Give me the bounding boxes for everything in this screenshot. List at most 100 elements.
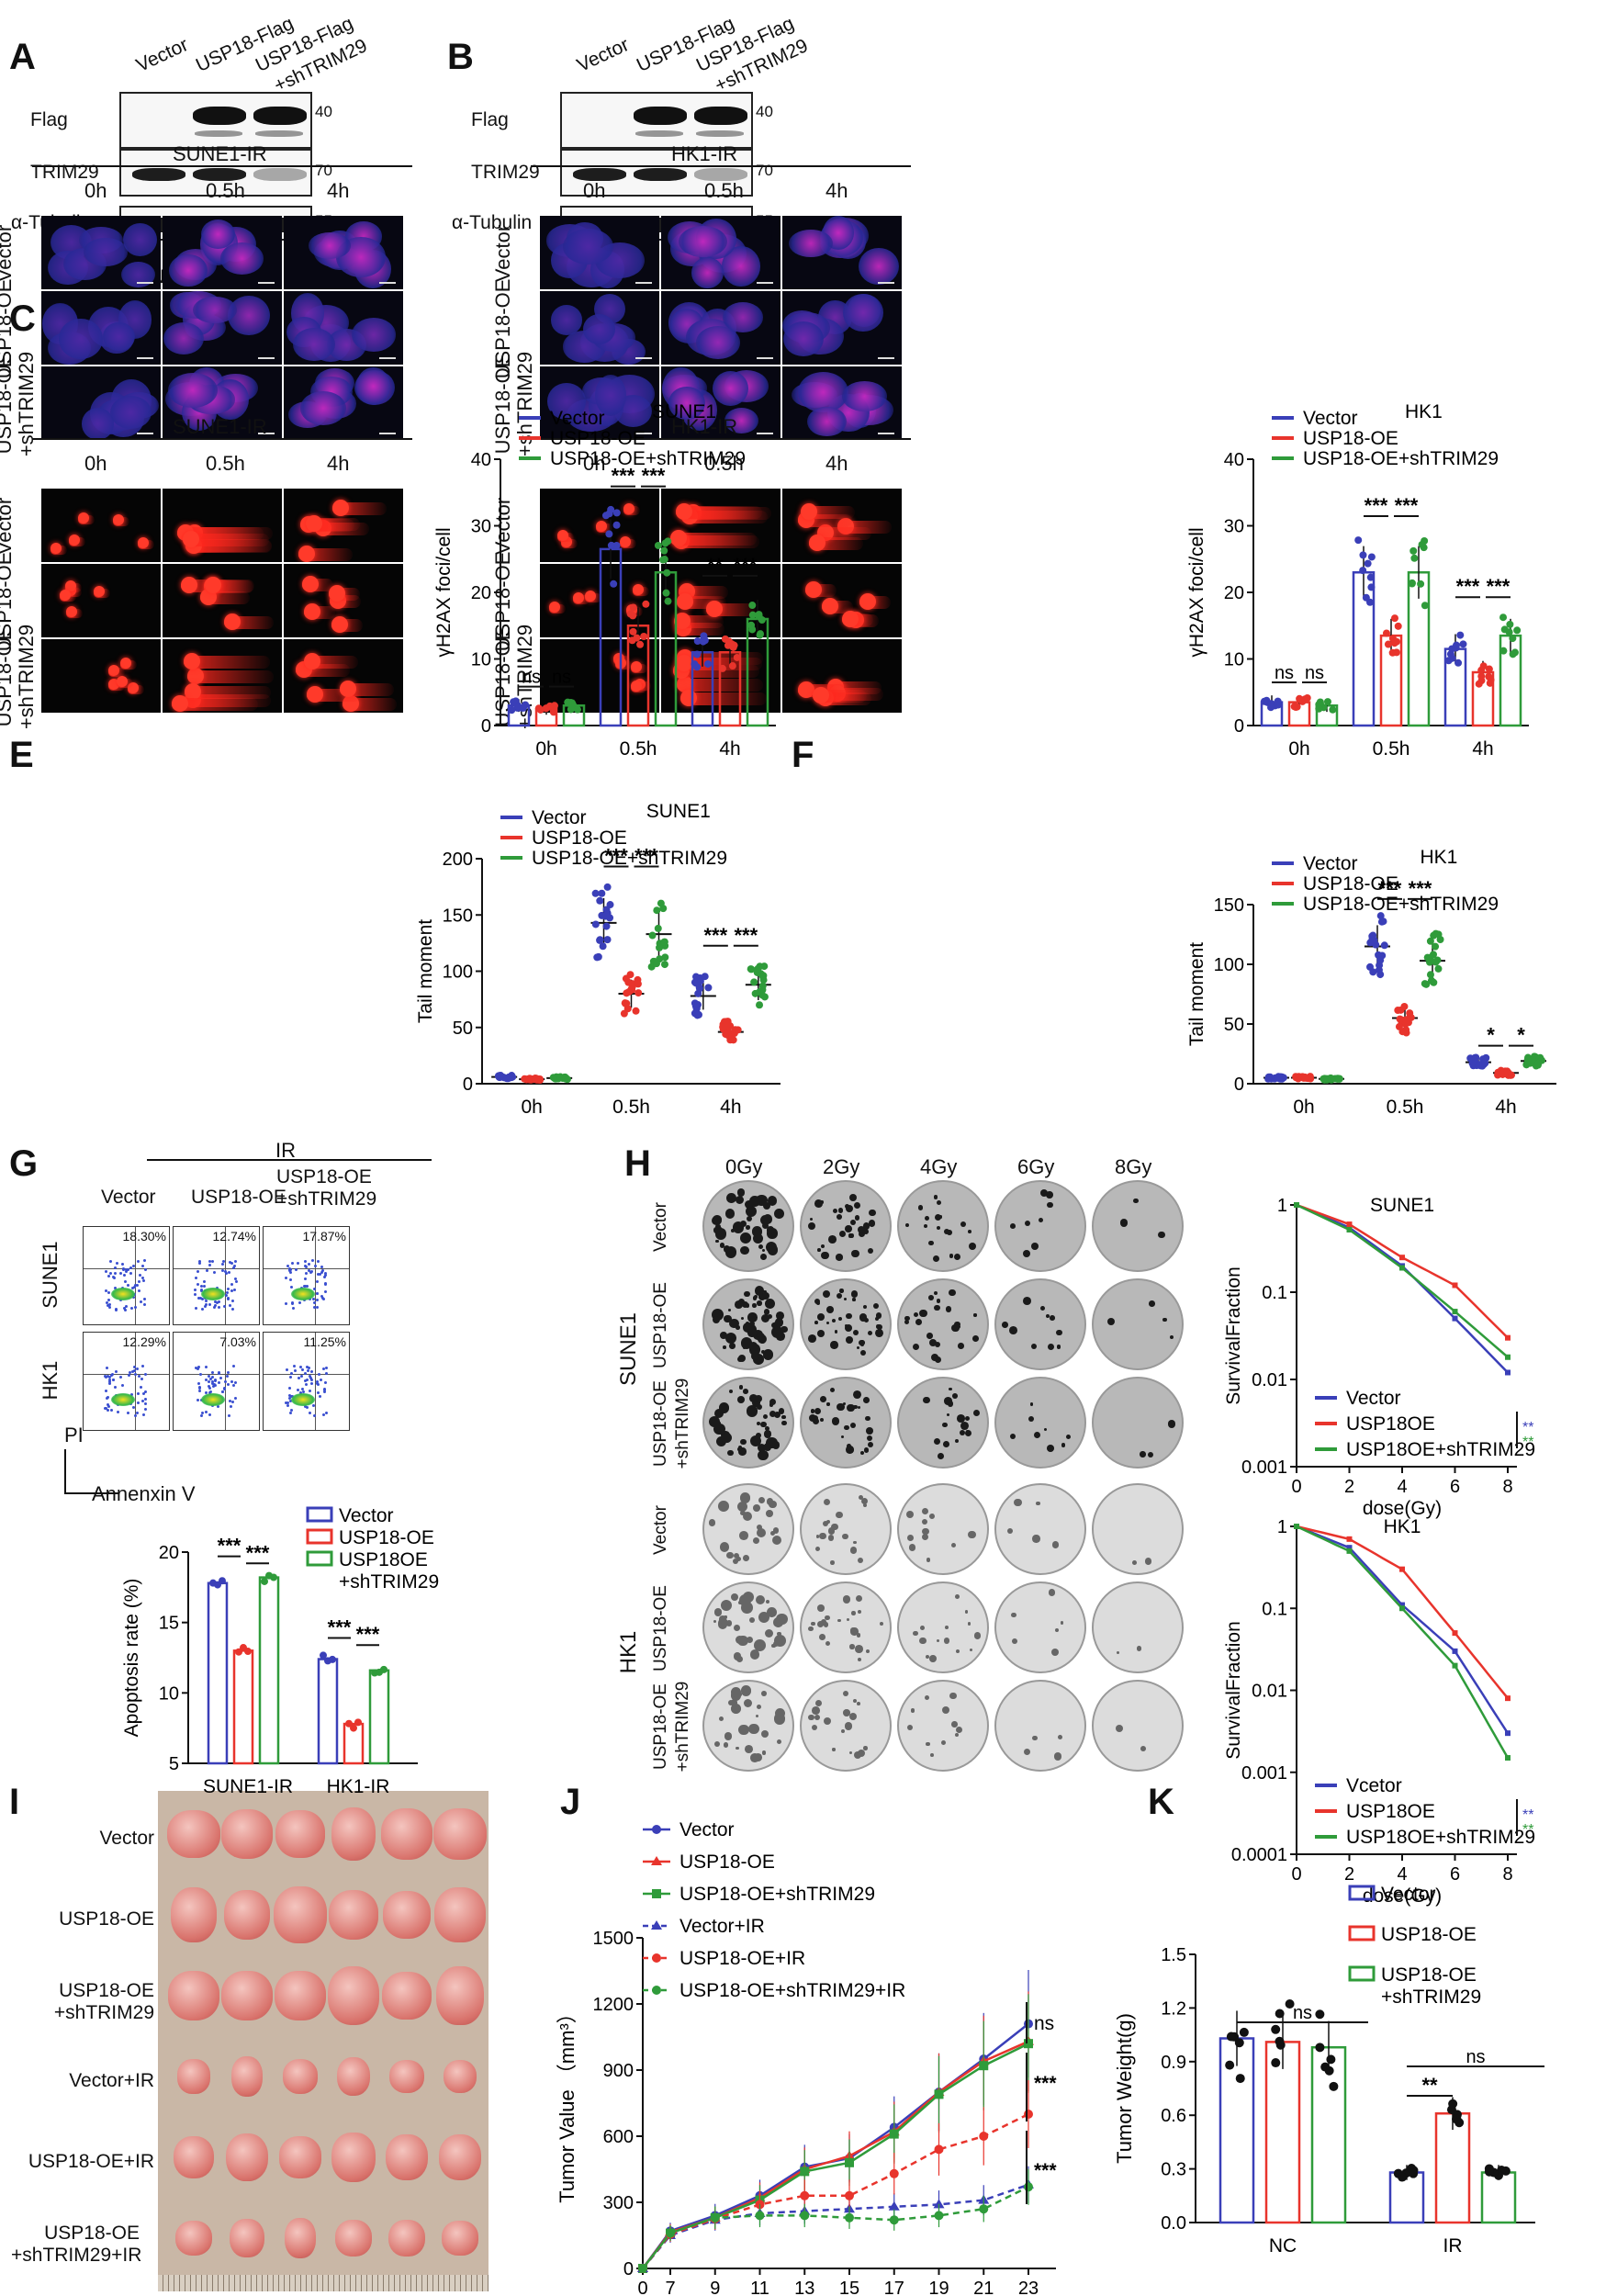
colony <box>811 1621 816 1626</box>
dish-group-label: SUNE1 <box>616 1311 641 1387</box>
microscopy-image <box>41 291 161 365</box>
nucleus <box>168 372 219 409</box>
comet-head <box>185 682 202 700</box>
data-point <box>1398 1028 1407 1036</box>
bar <box>1480 2171 1517 2224</box>
time-col-label: 0h <box>583 452 606 475</box>
comet-head <box>182 530 199 547</box>
colony <box>904 1320 909 1325</box>
y-tick-label: 0 <box>463 1075 473 1095</box>
colony <box>954 1732 959 1737</box>
legend-marker <box>652 1825 661 1834</box>
comet-image <box>163 564 282 637</box>
event-dot <box>205 1390 208 1394</box>
colony <box>834 1330 838 1334</box>
legend-label: USP18-OE <box>532 827 627 849</box>
microscopy-image <box>41 366 161 440</box>
colony <box>927 1332 933 1339</box>
legend-label: Vector <box>1303 408 1358 429</box>
colony <box>817 1247 821 1252</box>
y-tick-label: 50 <box>1224 1015 1244 1035</box>
data-point <box>1346 1224 1353 1231</box>
colony <box>857 1702 860 1706</box>
colony <box>879 1622 883 1626</box>
colony <box>756 1594 766 1604</box>
x-tick-label: 4h <box>720 1097 741 1118</box>
event-dot <box>109 1272 113 1276</box>
nucleus <box>691 256 724 288</box>
colony <box>843 1424 849 1431</box>
axis-x-annexin: Annenxin V <box>92 1482 196 1505</box>
colony <box>738 1693 742 1696</box>
comet-head <box>112 513 124 525</box>
event-dot <box>229 1303 232 1307</box>
colony <box>838 1231 846 1238</box>
colony-dish <box>800 1680 892 1772</box>
colony <box>743 1506 747 1510</box>
event-dot <box>233 1264 237 1267</box>
scale-bar <box>137 433 153 434</box>
comet-tail <box>670 532 758 546</box>
bar <box>1219 2037 1255 2224</box>
tumor <box>173 2135 215 2179</box>
blot-band <box>193 107 246 125</box>
data-point <box>1390 639 1398 647</box>
colony <box>972 1409 980 1416</box>
colony-dish <box>994 1377 1086 1469</box>
data-point <box>1401 1016 1409 1024</box>
nucleus <box>678 226 728 258</box>
colony-dish <box>1092 1377 1184 1469</box>
bar <box>368 1669 390 1765</box>
event-dot <box>324 1372 328 1376</box>
colony <box>858 1226 866 1234</box>
comet-head <box>809 534 826 551</box>
data-point <box>1507 1071 1515 1079</box>
comet-head <box>625 604 637 616</box>
event-dot <box>106 1303 109 1307</box>
data-point <box>556 1074 564 1082</box>
data-point <box>1408 579 1416 587</box>
colony-dish <box>800 1180 892 1272</box>
colony <box>918 1637 927 1645</box>
colony <box>754 1286 764 1296</box>
data-point <box>1024 2182 1033 2192</box>
data-point <box>844 2150 855 2160</box>
x-tick-label: 0.5h <box>1387 1097 1424 1118</box>
microscopy-image <box>163 291 282 365</box>
event-dot <box>234 1259 238 1263</box>
colony <box>844 1324 852 1333</box>
event-dot <box>232 1266 236 1270</box>
data-point <box>1472 1053 1480 1062</box>
event-dot <box>130 1369 134 1373</box>
event-dot <box>300 1367 304 1371</box>
colony <box>848 1750 853 1755</box>
data-point <box>1430 978 1438 986</box>
data-point <box>1434 930 1443 939</box>
event-dot <box>204 1366 208 1369</box>
data-point <box>380 1665 387 1673</box>
colony <box>758 1612 769 1623</box>
data-point <box>845 2190 854 2200</box>
panel-a-letter: A <box>9 37 36 77</box>
nucleus <box>200 219 235 250</box>
event-dot <box>197 1270 200 1274</box>
data-point <box>1293 1074 1301 1082</box>
data-point <box>1359 551 1367 559</box>
legend-marker <box>651 1920 662 1930</box>
colony <box>724 1209 736 1219</box>
colony <box>752 1233 763 1244</box>
data-point <box>1271 2058 1281 2068</box>
data-point <box>527 1075 535 1084</box>
event-dot <box>141 1391 145 1395</box>
data-point <box>536 1076 545 1085</box>
data-point <box>1421 602 1429 610</box>
data-point <box>1303 1074 1311 1082</box>
tumor <box>231 2056 263 2097</box>
tumor-row-label: USP18-OE+IR <box>28 2151 154 2172</box>
event-dot <box>217 1381 220 1385</box>
gate-v <box>225 1227 226 1324</box>
colony <box>949 1254 954 1258</box>
data-point <box>1478 1062 1487 1070</box>
colony <box>1116 1725 1124 1733</box>
header-rule <box>531 165 911 167</box>
